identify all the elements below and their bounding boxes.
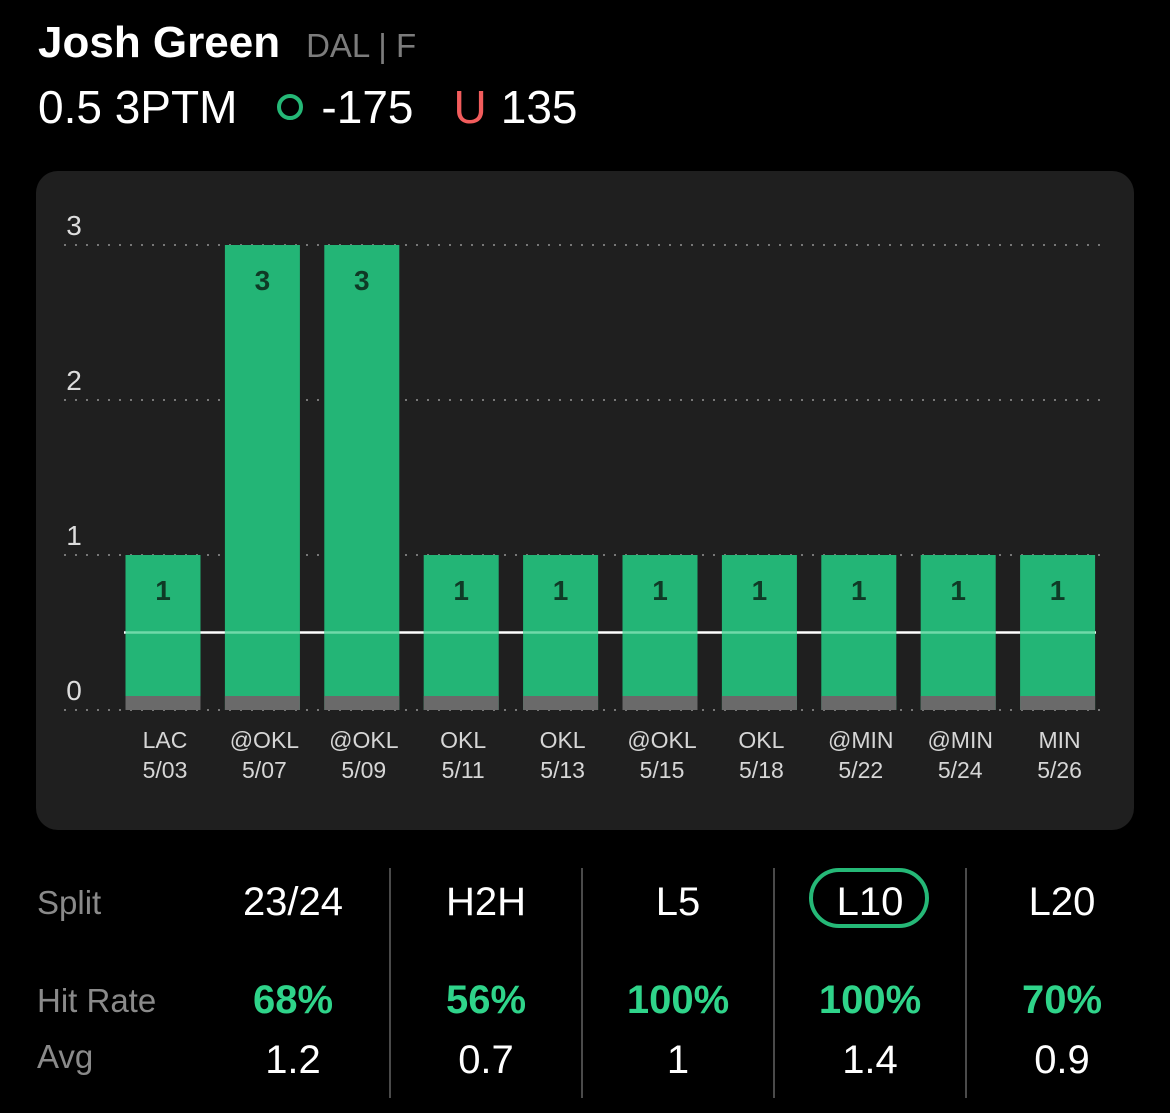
x-tick-date: 5/13 xyxy=(540,757,585,783)
y-tick-label: 3 xyxy=(66,210,82,241)
team-position: DAL | F xyxy=(306,27,417,64)
split-name: L20 xyxy=(1028,880,1096,924)
bar-base xyxy=(324,696,400,710)
bar-value-label: 3 xyxy=(255,265,271,296)
bar-base xyxy=(721,696,797,710)
bar-base xyxy=(920,696,996,710)
split-name: H2H xyxy=(445,880,527,924)
bar-value-label: 1 xyxy=(453,575,469,606)
bar-value-label: 1 xyxy=(553,575,569,606)
y-tick-label: 1 xyxy=(66,520,82,551)
bar-value-label: 1 xyxy=(752,575,768,606)
hit-rate-value: 70% xyxy=(1021,978,1103,1022)
bar-value-label: 1 xyxy=(1050,575,1066,606)
bar-base xyxy=(224,696,300,710)
prop-line-row: 0.5 3PTM -175 U 135 xyxy=(38,80,577,134)
x-tick-date: 5/22 xyxy=(838,757,883,783)
x-tick-date: 5/18 xyxy=(739,757,784,783)
x-tick-date: 5/09 xyxy=(341,757,386,783)
bar-value-label: 1 xyxy=(950,575,966,606)
bar-value-label: 1 xyxy=(155,575,171,606)
split-name: 23/24 xyxy=(242,880,344,924)
x-tick-opponent: @OKL xyxy=(627,727,697,753)
over-odds[interactable]: -175 xyxy=(321,81,414,133)
over-circle-icon xyxy=(277,94,304,120)
column-divider xyxy=(965,868,967,1098)
x-tick-opponent: LAC xyxy=(143,727,188,753)
x-tick-date: 5/03 xyxy=(143,757,188,783)
x-tick-opponent: @OKL xyxy=(329,727,399,753)
avg-value: 1 xyxy=(666,1038,690,1082)
name-row: Josh Green DAL | F xyxy=(38,18,577,68)
bar-value-label: 1 xyxy=(652,575,668,606)
split-name: L5 xyxy=(655,880,701,924)
y-tick-label: 0 xyxy=(66,675,82,706)
prop-line: 0.5 3PTM xyxy=(38,81,238,133)
chart-card: 0 1 2 3 1 LAC 5/03 3 @OKL 5/07 3 @OKL 5/09 1 OKL 5/11 1 O… xyxy=(36,171,1134,830)
bar-base xyxy=(523,696,599,710)
bar-base xyxy=(622,696,698,710)
x-tick-opponent: @MIN xyxy=(927,727,993,753)
x-tick-date: 5/24 xyxy=(938,757,983,783)
avg-row-label: Avg xyxy=(37,1038,94,1075)
bar-value-label: 1 xyxy=(851,575,867,606)
x-tick-date: 5/26 xyxy=(1037,757,1082,783)
hit-rate-row-label: Hit Rate xyxy=(37,982,157,1019)
bar xyxy=(324,245,400,710)
bar-base xyxy=(1020,696,1096,710)
x-tick-opponent: @MIN xyxy=(828,727,894,753)
avg-value: 0.9 xyxy=(1034,1038,1090,1082)
splits-table: Split Hit Rate Avg 23/24 68% 1.2 H2H 56%… xyxy=(0,868,1170,1108)
hit-rate-value: 56% xyxy=(445,978,527,1022)
bar-base xyxy=(125,696,201,710)
under-odds[interactable]: 135 xyxy=(500,81,578,133)
column-divider xyxy=(773,868,775,1098)
x-tick-date: 5/07 xyxy=(242,757,287,783)
x-tick-date: 5/11 xyxy=(442,757,485,783)
hit-rate-value: 68% xyxy=(252,978,334,1022)
x-tick-opponent: MIN xyxy=(1039,727,1081,753)
hit-rate-value: 100% xyxy=(626,978,730,1022)
bar xyxy=(224,245,300,710)
bar-base xyxy=(821,696,897,710)
hit-rate-value: 100% xyxy=(818,978,922,1022)
x-tick-opponent: OKL xyxy=(440,727,486,753)
bar-value-label: 3 xyxy=(354,265,370,296)
avg-value: 1.2 xyxy=(265,1038,321,1082)
avg-value: 1.4 xyxy=(842,1038,898,1082)
x-tick-opponent: @OKL xyxy=(230,727,300,753)
selected-split-pill xyxy=(809,868,929,928)
column-divider xyxy=(581,868,583,1098)
column-divider xyxy=(389,868,391,1098)
x-tick-date: 5/15 xyxy=(640,757,685,783)
x-tick-opponent: OKL xyxy=(540,727,586,753)
avg-value: 0.7 xyxy=(458,1038,514,1082)
split-name: L10 xyxy=(836,880,904,924)
split-row-label: Split xyxy=(37,884,102,921)
x-tick-opponent: OKL xyxy=(738,727,784,753)
under-symbol: U xyxy=(453,81,487,133)
game-log-bar-chart: 0 1 2 3 1 LAC 5/03 3 @OKL 5/07 3 @OKL 5/09 1 OKL 5/11 1 O… xyxy=(64,210,1104,783)
y-tick-label: 2 xyxy=(66,365,82,396)
player-name: Josh Green xyxy=(38,18,281,67)
bar-base xyxy=(423,696,499,710)
player-header: Josh Green DAL | F 0.5 3PTM -175 U 135 xyxy=(38,18,577,134)
